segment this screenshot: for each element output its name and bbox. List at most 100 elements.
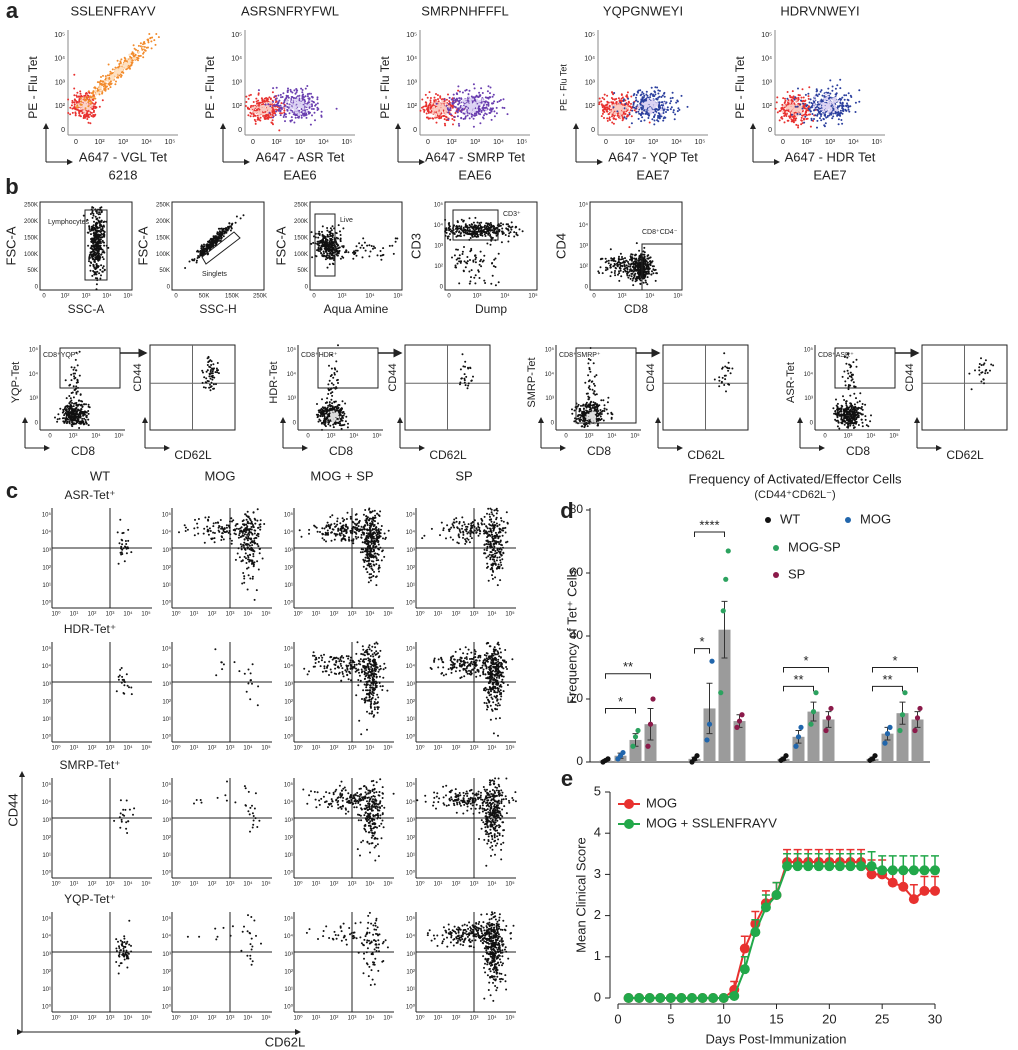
event-dot xyxy=(453,119,456,122)
event-dot xyxy=(355,245,358,248)
y-tick-label: 50K xyxy=(297,268,308,274)
y-tick-label: 10⁴ xyxy=(761,56,772,63)
event-dot xyxy=(646,94,649,97)
event-dot xyxy=(123,59,126,62)
event-dot xyxy=(244,105,247,107)
event-dot xyxy=(435,93,437,95)
event-dot xyxy=(123,56,126,59)
event-dot xyxy=(652,106,655,110)
event-dot xyxy=(453,116,456,118)
event-dot xyxy=(291,100,294,103)
axis-label: FSC-A xyxy=(273,226,288,265)
event-dot xyxy=(606,94,609,97)
x-tick-label: 10⁴ xyxy=(365,293,375,300)
event-dot xyxy=(304,95,307,98)
event-dot xyxy=(662,119,665,122)
event-dot xyxy=(208,243,211,246)
event-dot xyxy=(470,233,473,236)
event-dot xyxy=(87,105,90,108)
event-dot xyxy=(465,107,468,110)
event-dot xyxy=(145,46,148,49)
x-tick-label: 10² xyxy=(801,139,812,146)
event-dot xyxy=(606,119,609,122)
event-dot xyxy=(282,116,285,118)
event-dot xyxy=(220,227,223,230)
event-dot xyxy=(632,101,635,104)
event-dot xyxy=(460,218,463,221)
event-dot xyxy=(249,115,252,118)
event-dot xyxy=(306,95,309,98)
event-dot xyxy=(98,93,101,96)
event-dot xyxy=(858,100,861,103)
event-dot xyxy=(273,104,276,107)
event-dot xyxy=(775,101,778,104)
event-dot xyxy=(643,119,646,122)
event-dot xyxy=(652,95,655,98)
event-dot xyxy=(783,104,786,107)
event-dot xyxy=(462,108,464,111)
event-dot xyxy=(445,98,448,101)
event-dot xyxy=(454,112,457,114)
y-tick-label: 0 xyxy=(35,285,39,291)
event-dot xyxy=(475,108,479,112)
event-dot xyxy=(677,107,680,110)
event-dot xyxy=(618,113,621,116)
event-dot xyxy=(467,95,470,98)
event-dot xyxy=(217,227,220,230)
event-dot xyxy=(271,91,274,94)
event-dot xyxy=(478,91,481,94)
event-dot xyxy=(203,247,206,250)
event-dot xyxy=(837,118,840,121)
event-dot xyxy=(480,87,483,90)
event-dot xyxy=(654,86,657,89)
event-dot xyxy=(834,96,837,100)
event-dot xyxy=(487,230,490,233)
event-dot xyxy=(213,240,215,243)
event-dot xyxy=(210,245,213,248)
y-tick-label: 0 xyxy=(440,285,444,291)
event-dot xyxy=(442,114,445,117)
event-dot xyxy=(257,93,260,96)
event-dot xyxy=(301,100,305,103)
event-dot xyxy=(290,90,292,93)
event-dot xyxy=(90,228,93,231)
event-dot xyxy=(329,249,332,252)
event-dot xyxy=(291,119,293,122)
x-tick-label: 0 xyxy=(604,139,608,146)
event-dot xyxy=(441,107,444,110)
event-dot xyxy=(427,111,430,114)
event-dot xyxy=(658,89,661,92)
event-dot xyxy=(245,95,248,98)
event-dot xyxy=(493,231,496,234)
event-dot xyxy=(107,87,110,90)
event-dot xyxy=(284,104,287,107)
event-dot xyxy=(776,96,779,99)
axis-label: SSC-H xyxy=(199,302,236,316)
event-dot xyxy=(782,97,785,100)
event-dot xyxy=(472,117,475,120)
event-dot xyxy=(479,122,482,125)
event-dot xyxy=(326,229,329,232)
event-dot xyxy=(476,95,479,98)
event-dot xyxy=(813,103,816,106)
event-dot xyxy=(120,63,124,66)
event-dot xyxy=(358,242,361,245)
event-dot xyxy=(443,118,446,121)
event-dot xyxy=(839,109,842,112)
event-dot xyxy=(296,100,299,104)
event-dot xyxy=(615,101,618,103)
event-dot xyxy=(104,86,107,89)
event-dot xyxy=(290,116,293,119)
event-dot xyxy=(457,122,460,125)
event-dot xyxy=(655,108,658,110)
event-dot xyxy=(476,226,479,229)
event-dot xyxy=(370,245,373,247)
x-tick-label: 10⁵ xyxy=(342,139,353,146)
event-dot xyxy=(270,116,273,119)
event-dot xyxy=(419,109,422,112)
event-dot xyxy=(137,51,141,54)
event-dot xyxy=(790,111,794,115)
event-dot xyxy=(98,105,101,108)
event-dot xyxy=(107,63,110,66)
y-tick-label: 10³ xyxy=(55,79,66,86)
